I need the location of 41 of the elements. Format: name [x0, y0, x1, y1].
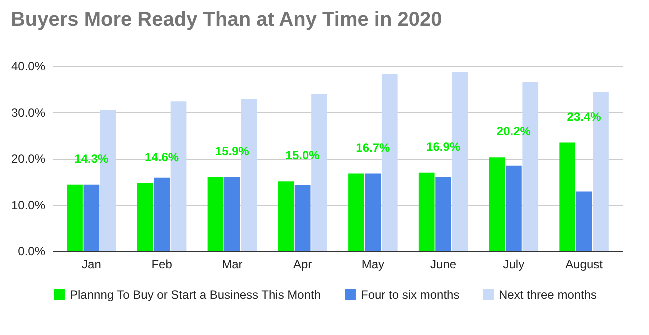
data-label: 14.3%	[74, 152, 110, 166]
bar	[137, 183, 154, 251]
x-tick-label: Mar	[222, 258, 243, 272]
y-tick-label: 0.0%	[18, 244, 46, 258]
x-tick-label: Jan	[82, 258, 102, 272]
bar	[576, 192, 592, 251]
x-tick-label: Feb	[152, 258, 173, 272]
x-tick-label: August	[566, 258, 604, 272]
bar	[418, 172, 435, 251]
x-tick-label: May	[362, 258, 385, 272]
bar	[506, 166, 522, 251]
bar	[436, 177, 452, 251]
y-tick-label: 10.0%	[11, 198, 46, 212]
bar	[84, 184, 100, 251]
bar	[365, 174, 382, 251]
x-tick-label: July	[503, 258, 525, 272]
data-label: 14.6%	[145, 150, 180, 164]
x-tick-label: June	[430, 258, 457, 272]
bar	[294, 185, 311, 251]
bar	[67, 184, 83, 251]
data-label: 20.2%	[496, 124, 532, 139]
data-label: 16.7%	[356, 140, 391, 155]
bar	[278, 182, 294, 251]
bar	[224, 177, 240, 251]
bar	[348, 174, 364, 251]
y-tick-label: 30.0%	[11, 106, 46, 120]
legend-label: Next three months	[499, 288, 598, 302]
data-label: 15.9%	[215, 144, 250, 158]
data-label: 16.9%	[426, 140, 461, 154]
bar	[560, 142, 576, 251]
bar	[208, 177, 224, 251]
legend-label: Plannng To Buy or Start a Business This Month	[70, 288, 322, 302]
legend-label: Four to six months	[361, 288, 460, 302]
x-tick-label: Apr	[293, 258, 312, 272]
data-label: 15.0%	[286, 148, 320, 163]
chart-title: Buyers More Ready Than at Any Time in 2020	[10, 9, 442, 31]
bar	[154, 178, 170, 251]
data-label: 23.4%	[567, 110, 602, 124]
y-tick-label: 20.0%	[11, 152, 46, 166]
y-tick-label: 40.0%	[11, 60, 46, 74]
bar	[489, 158, 506, 251]
